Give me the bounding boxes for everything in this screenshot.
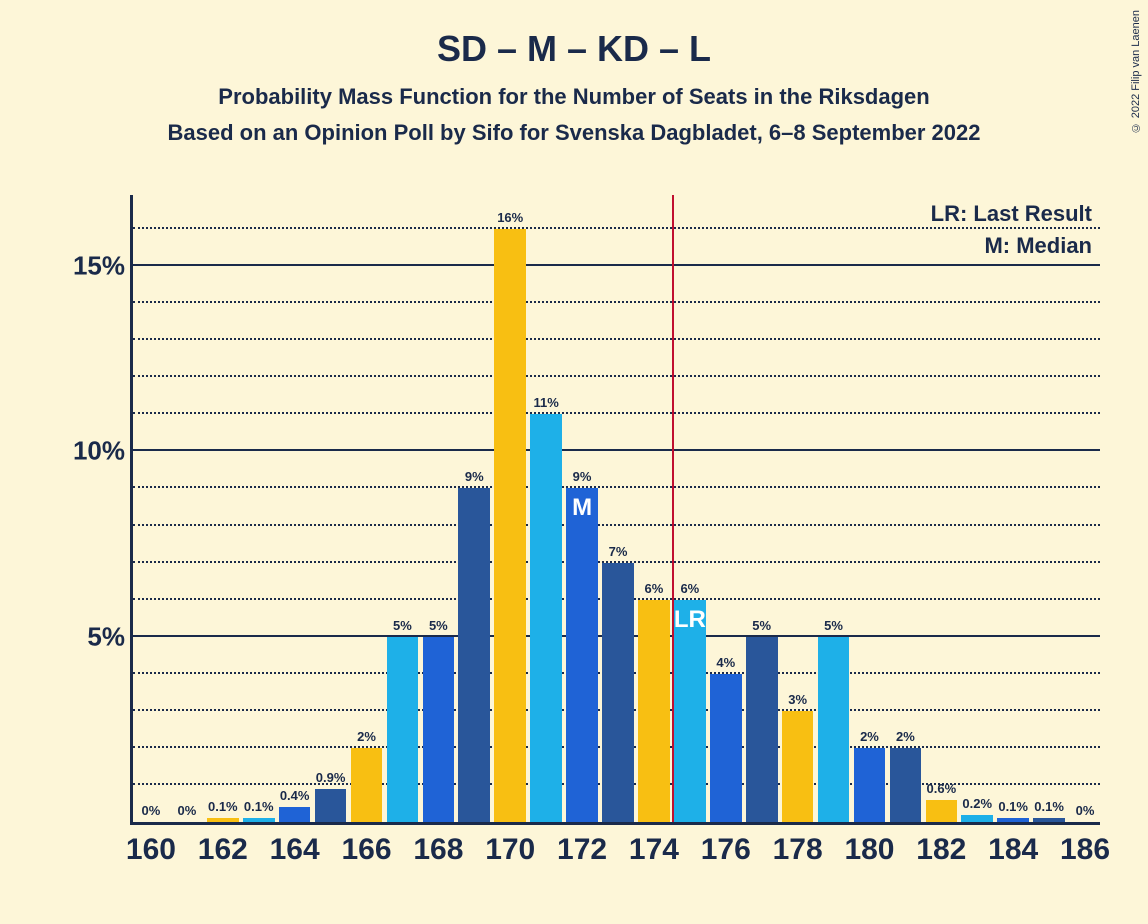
chart-container: LR: Last Result M: Median 5%10%15%0%0%0.… xyxy=(60,195,1120,895)
gridline-major xyxy=(133,449,1100,451)
chart-title: SD – M – KD – L xyxy=(0,0,1148,70)
bar xyxy=(387,637,419,822)
legend-median: M: Median xyxy=(931,233,1092,259)
gridline-minor xyxy=(133,227,1100,229)
chart-subtitle-1: Probability Mass Function for the Number… xyxy=(0,70,1148,110)
legend: LR: Last Result M: Median xyxy=(931,201,1092,265)
bar xyxy=(602,563,634,822)
x-axis-label: 168 xyxy=(403,833,473,867)
bar xyxy=(961,815,993,822)
x-axis-label: 170 xyxy=(475,833,545,867)
legend-last-result: LR: Last Result xyxy=(931,201,1092,227)
x-axis-label: 162 xyxy=(188,833,258,867)
bar-value-label: 2% xyxy=(875,729,935,744)
bar xyxy=(494,229,526,822)
gridline-minor xyxy=(133,524,1100,526)
x-axis-label: 184 xyxy=(978,833,1048,867)
bar xyxy=(243,818,275,822)
x-axis-label: 166 xyxy=(332,833,402,867)
x-axis-label: 172 xyxy=(547,833,617,867)
x-axis-label: 186 xyxy=(1050,833,1120,867)
bar xyxy=(782,711,814,822)
x-axis-label: 176 xyxy=(691,833,761,867)
bar xyxy=(566,488,598,822)
bar xyxy=(1033,818,1065,822)
y-axis-label: 5% xyxy=(63,621,125,652)
bar-value-label: 7% xyxy=(588,544,648,559)
bar xyxy=(458,488,490,822)
bar xyxy=(746,637,778,822)
bar xyxy=(710,674,742,822)
x-axis-label: 180 xyxy=(834,833,904,867)
bar xyxy=(351,748,383,822)
bar xyxy=(279,807,311,822)
y-axis-label: 10% xyxy=(63,436,125,467)
gridline-major xyxy=(133,264,1100,266)
bar xyxy=(315,789,347,822)
gridline-minor xyxy=(133,338,1100,340)
bar xyxy=(207,818,239,822)
bar-value-label: 0% xyxy=(1055,803,1115,818)
gridline-minor xyxy=(133,486,1100,488)
last-result-line xyxy=(672,195,674,822)
x-axis-label: 160 xyxy=(116,833,186,867)
bar-value-label: 6% xyxy=(660,581,720,596)
bar-value-label: 16% xyxy=(480,210,540,225)
x-axis-label: 174 xyxy=(619,833,689,867)
x-axis-label: 164 xyxy=(260,833,330,867)
chart-subtitle-2: Based on an Opinion Poll by Sifo for Sve… xyxy=(0,110,1148,146)
bar-value-label: 11% xyxy=(516,395,576,410)
x-axis-label: 182 xyxy=(906,833,976,867)
bar-value-label: 9% xyxy=(552,469,612,484)
bar-annotation: LR xyxy=(674,606,706,634)
gridline-minor xyxy=(133,412,1100,414)
plot-area: LR: Last Result M: Median 5%10%15%0%0%0.… xyxy=(130,195,1100,825)
bar xyxy=(423,637,455,822)
bar-value-label: 5% xyxy=(732,618,792,633)
bar-value-label: 5% xyxy=(804,618,864,633)
bar-annotation: M xyxy=(572,494,592,522)
y-axis-label: 15% xyxy=(63,251,125,282)
gridline-minor xyxy=(133,375,1100,377)
x-axis-label: 178 xyxy=(763,833,833,867)
bar xyxy=(997,818,1029,822)
bar xyxy=(854,748,886,822)
bar xyxy=(638,600,670,822)
gridline-minor xyxy=(133,301,1100,303)
copyright-text: © 2022 Filip van Laenen xyxy=(1130,10,1142,133)
bar-value-label: 0.6% xyxy=(911,781,971,796)
